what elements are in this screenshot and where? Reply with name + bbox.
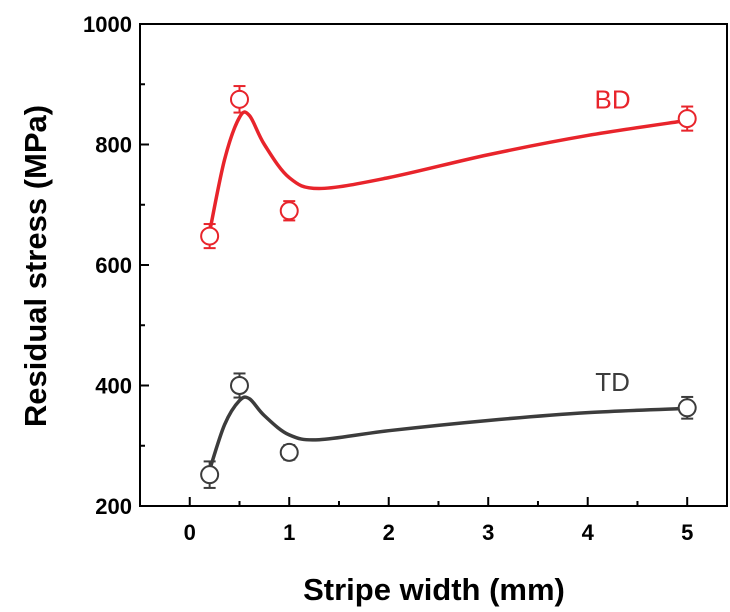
data-point-td [279, 442, 299, 462]
data-point-bd [229, 85, 249, 114]
data-point-td [229, 372, 249, 399]
fit-curve-td [207, 395, 689, 472]
y-tick-label: 600 [95, 253, 132, 278]
plot-frame [139, 23, 728, 507]
series-label-bd: BD [595, 84, 631, 114]
y-tick-label: 400 [95, 374, 132, 399]
x-tick-label: 4 [582, 520, 595, 545]
data-points [200, 85, 697, 489]
marker-td [200, 465, 220, 485]
x-tick-label: 1 [283, 520, 295, 545]
data-point-bd [200, 223, 220, 250]
x-tick-label: 2 [383, 520, 395, 545]
y-tick-label: 1000 [83, 12, 132, 37]
data-point-td [200, 460, 220, 489]
plot-border [139, 23, 728, 507]
x-tick-label: 0 [184, 520, 196, 545]
x-tick-label: 3 [482, 520, 494, 545]
fit-curves [207, 110, 689, 472]
marker-bd [229, 89, 249, 109]
x-tick-label: 5 [681, 520, 693, 545]
marker-bd [279, 201, 299, 221]
marker-td [229, 376, 249, 395]
series-labels: BD TD [595, 84, 631, 397]
y-axis-title: Residual stress (MPa) [18, 105, 53, 427]
series-label-td: TD [595, 367, 630, 397]
data-point-td [677, 395, 697, 420]
y-tick-label: 200 [95, 494, 132, 519]
marker-bd [677, 109, 697, 129]
marker-bd [200, 226, 220, 246]
marker-td [677, 398, 697, 418]
x-axis-title: Stripe width (mm) [303, 572, 565, 607]
data-point-bd [279, 200, 299, 222]
data-point-bd [677, 105, 697, 132]
marker-td [279, 442, 299, 462]
fit-curve-bd [207, 110, 689, 234]
tick-labels: 200 400 600 800 1000 0 1 2 3 4 5 [83, 12, 693, 545]
y-tick-label: 800 [95, 133, 132, 158]
